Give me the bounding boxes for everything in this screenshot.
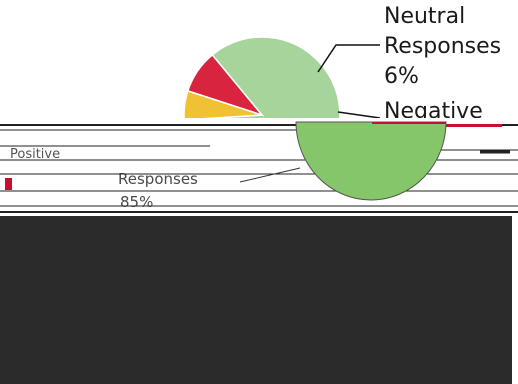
pie-slice-negative xyxy=(186,53,265,117)
garbled-leader-line xyxy=(239,167,301,183)
garbled-label-1: Positive xyxy=(10,147,60,162)
pie-overlay-positive xyxy=(295,121,447,201)
neutral-label-value: 6% xyxy=(384,64,419,89)
neutral-label-line2: Responses xyxy=(384,34,501,59)
dark-panel-right-edge xyxy=(512,216,518,384)
garbled-label-2: Responses xyxy=(118,170,198,188)
pie-overlay-negative xyxy=(372,122,446,124)
negative-leader-line xyxy=(337,111,381,119)
dark-panel xyxy=(0,216,518,384)
neutral-leader-line xyxy=(317,44,380,73)
garbled-label-3: 85% xyxy=(120,193,153,211)
neutral-label-line1: Neutral xyxy=(384,4,465,29)
glitch-red-tick-left xyxy=(5,178,12,190)
